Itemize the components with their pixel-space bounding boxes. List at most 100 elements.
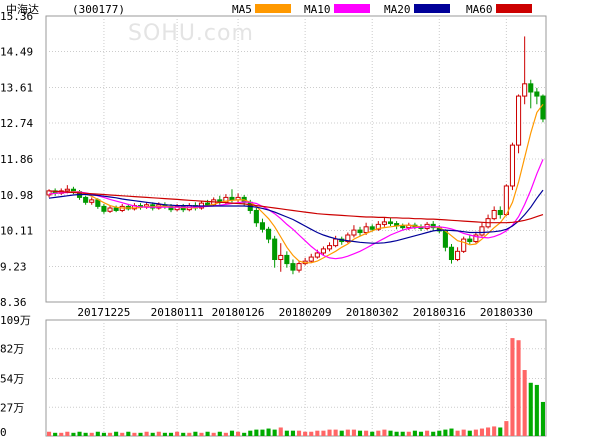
candle-body <box>387 221 394 225</box>
ma-line-ma10 <box>48 159 544 260</box>
volume-bar <box>168 432 174 436</box>
volume-bar <box>534 384 539 436</box>
price-y-tick-label: 14.49 <box>0 46 33 59</box>
volume-bar <box>540 401 545 436</box>
volume-bar <box>223 432 228 436</box>
candle-body <box>174 205 180 211</box>
volume-bar <box>443 429 448 436</box>
candle-body <box>509 144 516 187</box>
candle-body <box>516 95 522 146</box>
candle-body <box>479 226 485 236</box>
volume-bar <box>425 430 430 436</box>
date-tick-label: 20180330 <box>480 306 533 319</box>
price-y-tick-label: 8.36 <box>0 296 27 309</box>
legend-swatch-ma10 <box>334 4 370 13</box>
candle-body <box>259 222 266 230</box>
volume-bar <box>309 431 314 436</box>
candle-body <box>351 229 357 236</box>
candle-body <box>381 221 387 225</box>
volume-bar <box>217 431 222 436</box>
volume-y-tick-label: 0 <box>0 426 7 439</box>
volume-bar <box>211 432 216 436</box>
volume-bar <box>272 429 277 436</box>
volume-bar <box>284 430 289 436</box>
volume-bar <box>455 430 460 436</box>
volume-bar <box>83 432 88 436</box>
volume-bar <box>479 428 485 436</box>
volume-bar <box>144 431 149 436</box>
candle-body <box>83 196 89 203</box>
legend-label-ma60: MA60 <box>466 3 493 16</box>
volume-bar <box>71 432 76 436</box>
volume-bar <box>107 432 113 436</box>
volume-bar <box>516 340 521 436</box>
price-y-tick-label: 12.74 <box>0 117 33 130</box>
candle-body <box>107 207 113 212</box>
candle-body <box>503 185 509 216</box>
volume-bar <box>114 431 119 436</box>
price-y-tick-label: 11.86 <box>0 153 33 166</box>
candle-body <box>522 83 528 97</box>
ma-line-ma20 <box>48 189 544 244</box>
price-panel: 15.36 14.49 13.61 12.74 11.86 10.98 10.11 9.23 8… <box>0 10 546 319</box>
volume-bar <box>406 431 411 436</box>
legend-swatch-ma60 <box>496 4 532 13</box>
volume-y-tick-label: 82万 <box>0 343 24 356</box>
volume-bar <box>394 431 399 436</box>
chart-legend: MA5 MA10 MA20 MA60 <box>232 3 532 16</box>
volume-bar <box>187 432 192 436</box>
volume-bar <box>266 428 271 436</box>
legend-swatch-ma5 <box>255 4 291 13</box>
candle-body <box>430 223 436 229</box>
volume-bar <box>47 431 52 436</box>
volume-bar <box>492 426 497 436</box>
candle-body <box>473 234 479 243</box>
volume-bar <box>339 430 344 436</box>
volume-bar <box>345 429 350 436</box>
candle-body <box>290 263 296 271</box>
volume-bar <box>89 432 94 436</box>
volume-bar <box>126 431 131 436</box>
volume-bar <box>242 432 247 436</box>
volume-bar <box>364 430 369 436</box>
candle-body <box>296 263 302 271</box>
volume-bar <box>229 430 235 436</box>
candle-body <box>375 223 381 230</box>
volume-bar <box>382 429 387 436</box>
volume-bar <box>132 432 137 436</box>
candle-body <box>455 250 461 261</box>
volume-bar <box>315 430 320 436</box>
watermark-text: SOHU.com <box>128 21 254 46</box>
volume-bar <box>193 431 198 436</box>
volume-bar <box>205 431 210 436</box>
volume-bar <box>199 432 204 436</box>
candle-body <box>229 196 235 201</box>
volume-bar <box>290 430 295 436</box>
price-y-tick-label: 10.98 <box>0 189 33 202</box>
candle-body <box>345 234 351 243</box>
volume-bar <box>449 428 454 436</box>
volume-panel: 109万 82万 54万 27万 0 <box>0 314 545 439</box>
legend-label-ma10: MA10 <box>304 3 331 16</box>
date-tick-label: 20180316 <box>413 306 466 319</box>
candle-body <box>491 209 497 220</box>
volume-bar <box>321 430 326 436</box>
volume-bar <box>357 430 363 436</box>
volume-bar <box>248 430 253 436</box>
volume-bar <box>95 431 100 436</box>
volume-bar <box>370 431 375 436</box>
volume-bar <box>522 370 527 436</box>
volume-bar <box>181 432 186 436</box>
volume-bar <box>376 430 381 436</box>
price-y-tick-label: 13.61 <box>0 82 33 95</box>
volume-y-tick-label: 54万 <box>0 373 24 386</box>
candle-body <box>278 254 284 261</box>
candle-body <box>357 229 363 234</box>
candle-body <box>101 205 107 212</box>
volume-bar <box>59 432 64 436</box>
date-tick-label: 20180302 <box>346 306 399 319</box>
volume-bar <box>236 431 241 436</box>
candle-body <box>272 238 278 261</box>
